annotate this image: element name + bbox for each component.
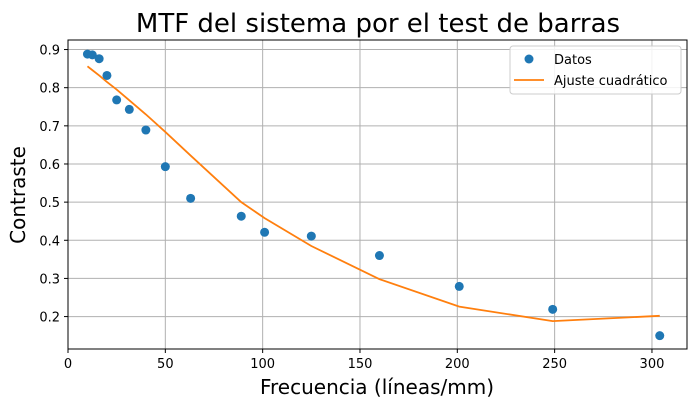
data-point: [454, 281, 464, 291]
x-tick-label: 150: [348, 357, 373, 372]
data-point: [141, 125, 151, 135]
data-point: [124, 104, 134, 114]
x-axis-ticks: 0 50 100 150 200 250 300: [64, 349, 665, 372]
y-tick-label: 0.9: [39, 44, 60, 59]
y-axis-ticks: 0.2 0.3 0.4 0.5 0.6 0.7 0.8 0.9: [39, 44, 68, 326]
x-tick-label: 200: [445, 357, 470, 372]
x-tick-label: 250: [542, 357, 567, 372]
chart-title: MTF del sistema por el test de barras: [136, 9, 620, 39]
x-axis-label: Frecuencia (líneas/mm): [260, 375, 494, 399]
y-tick-label: 0.6: [39, 158, 60, 173]
data-point: [102, 70, 112, 80]
legend-label-datos: Datos: [554, 53, 592, 68]
data-point: [186, 193, 196, 203]
data-point: [87, 50, 97, 60]
data-point: [260, 227, 270, 237]
y-tick-label: 0.4: [39, 234, 60, 249]
data-point: [655, 331, 665, 341]
x-tick-label: 300: [640, 357, 665, 372]
x-tick-label: 100: [250, 357, 275, 372]
x-tick-label: 0: [64, 357, 72, 372]
data-point: [160, 162, 170, 172]
legend: Datos Ajuste cuadrático: [509, 45, 682, 95]
legend-marker-datos: [524, 54, 534, 64]
y-tick-label: 0.2: [39, 311, 60, 326]
y-tick-label: 0.7: [39, 120, 60, 135]
data-point: [374, 251, 384, 261]
series-line-group: [86, 65, 660, 323]
data-point: [236, 211, 246, 221]
x-tick-label: 50: [157, 357, 174, 372]
data-point: [306, 231, 316, 241]
legend-box: [509, 45, 682, 95]
y-axis-label: Contraste: [6, 146, 30, 244]
y-tick-label: 0.3: [39, 272, 60, 287]
data-point: [548, 304, 558, 314]
data-point: [94, 54, 104, 64]
plot-frame: [67, 39, 688, 350]
y-tick-label: 0.5: [39, 196, 60, 211]
legend-label-ajuste: Ajuste cuadrático: [554, 74, 668, 89]
data-point: [112, 95, 122, 105]
y-tick-label: 0.8: [39, 82, 60, 97]
fit-line: [86, 65, 660, 323]
series-points-group: [82, 49, 665, 341]
